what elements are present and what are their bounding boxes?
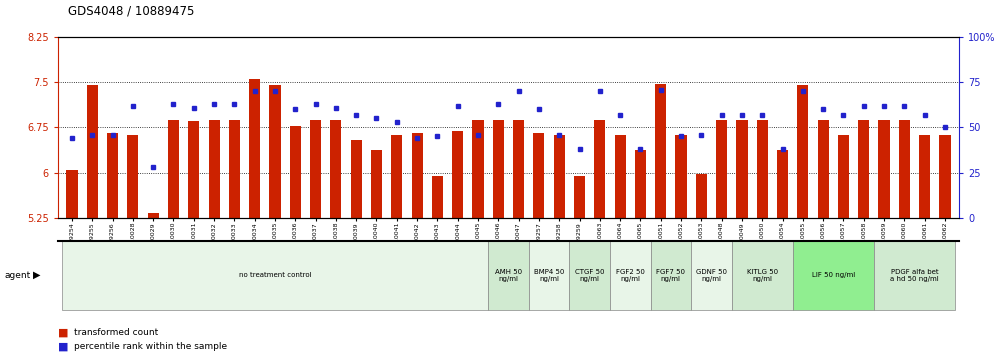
Bar [554, 135, 565, 218]
Text: PDGF alfa bet
a hd 50 ng/ml: PDGF alfa bet a hd 50 ng/ml [890, 269, 939, 282]
Bar [696, 175, 707, 218]
Bar [634, 150, 646, 218]
Bar [168, 120, 179, 218]
Bar [574, 176, 585, 218]
Text: KITLG 50
ng/ml: KITLG 50 ng/ml [747, 269, 778, 282]
Text: no treatment control: no treatment control [239, 272, 312, 278]
Bar [229, 120, 240, 218]
Bar [838, 135, 849, 218]
Bar [371, 150, 382, 218]
Bar [290, 126, 301, 218]
Bar [107, 133, 119, 218]
Text: transformed count: transformed count [74, 328, 158, 337]
Text: percentile rank within the sample: percentile rank within the sample [74, 342, 227, 351]
Bar [919, 135, 930, 218]
Bar [655, 84, 666, 218]
Bar [87, 85, 98, 218]
Bar [777, 150, 788, 218]
Bar [615, 135, 625, 218]
Bar [818, 120, 829, 218]
Bar [351, 140, 362, 218]
Text: ■: ■ [58, 341, 69, 351]
Text: LIF 50 ng/ml: LIF 50 ng/ml [812, 272, 855, 278]
Bar [675, 135, 686, 218]
Bar [432, 176, 443, 218]
Text: ▶: ▶ [33, 270, 41, 280]
Bar [127, 135, 138, 218]
Bar [939, 135, 950, 218]
Bar [595, 120, 606, 218]
Bar [411, 133, 422, 218]
Bar [147, 213, 158, 218]
Text: GDS4048 / 10889475: GDS4048 / 10889475 [68, 5, 194, 18]
Bar [269, 85, 281, 218]
Bar [331, 120, 342, 218]
Bar [249, 79, 260, 218]
Bar [391, 135, 402, 218]
Bar [757, 120, 768, 218]
Bar [188, 121, 199, 218]
Text: GDNF 50
ng/ml: GDNF 50 ng/ml [696, 269, 727, 282]
Bar [797, 85, 809, 218]
Bar [736, 120, 748, 218]
Bar [898, 120, 910, 218]
Text: agent: agent [5, 271, 31, 280]
Bar [716, 120, 727, 218]
Text: CTGF 50
ng/ml: CTGF 50 ng/ml [575, 269, 605, 282]
Text: BMP4 50
ng/ml: BMP4 50 ng/ml [534, 269, 565, 282]
Text: FGF2 50
ng/ml: FGF2 50 ng/ml [616, 269, 644, 282]
Bar [859, 120, 870, 218]
Bar [878, 120, 889, 218]
Bar [208, 120, 220, 218]
Bar [472, 120, 484, 218]
Text: AMH 50
ng/ml: AMH 50 ng/ml [495, 269, 522, 282]
Bar [452, 131, 463, 218]
Bar [310, 120, 321, 218]
Bar [67, 170, 78, 218]
Bar [533, 133, 545, 218]
Bar [493, 120, 504, 218]
Text: ■: ■ [58, 328, 69, 338]
Text: FGF7 50
ng/ml: FGF7 50 ng/ml [656, 269, 685, 282]
Bar [513, 120, 524, 218]
